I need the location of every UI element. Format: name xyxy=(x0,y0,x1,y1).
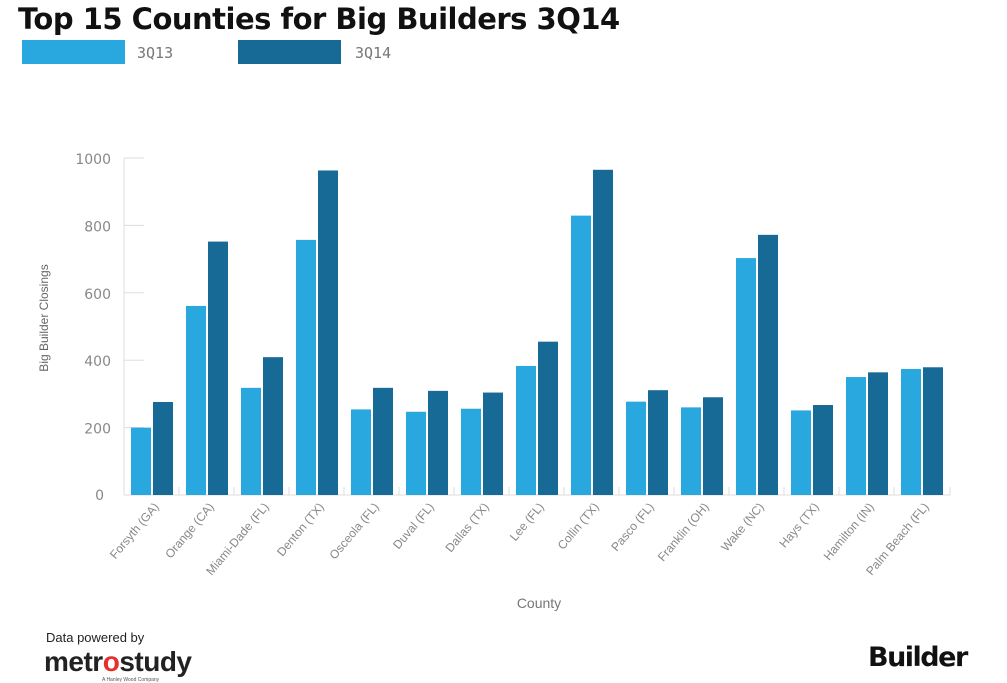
bar-3q13-9 xyxy=(626,401,646,495)
x-tick-label: Collin (TX) xyxy=(555,500,602,552)
bar-3q14-8 xyxy=(593,169,613,496)
y-tick-label: 800 xyxy=(84,219,111,235)
bar-3q13-14 xyxy=(901,368,921,495)
bar-3q13-11 xyxy=(736,258,756,495)
bar-3q13-4 xyxy=(351,409,371,495)
x-tick-label: Denton (TX) xyxy=(274,500,327,559)
bar-3q14-6 xyxy=(483,392,503,495)
metrostudy-logo: metrostudy xyxy=(44,646,192,677)
bar-3q14-14 xyxy=(923,367,943,495)
legend-label-3q13: 3Q13 xyxy=(137,44,174,62)
x-tick-label: Dallas (TX) xyxy=(442,500,491,555)
bar-3q13-3 xyxy=(296,239,316,495)
legend-swatch-3q14 xyxy=(238,40,341,64)
y-tick-label: 600 xyxy=(84,287,111,303)
y-tick-label: 200 xyxy=(84,422,111,438)
legend-swatch-3q13 xyxy=(22,40,125,64)
chart-title: Top 15 Counties for Big Builders 3Q14 xyxy=(18,2,620,36)
data-credit: Data powered by xyxy=(46,630,145,645)
legend-label-3q14: 3Q14 xyxy=(355,44,392,62)
bar-3q13-10 xyxy=(681,407,701,495)
x-tick-label: Hamilton (IN) xyxy=(821,500,877,563)
y-tick-label: 1000 xyxy=(75,152,111,168)
x-tick-label: Pasco (FL) xyxy=(608,500,656,554)
x-tick-label: Lee (FL) xyxy=(507,500,547,544)
bar-3q14-4 xyxy=(373,387,393,495)
bar-3q13-1 xyxy=(186,305,206,495)
bar-3q13-7 xyxy=(516,365,536,495)
builder-logo: Builder xyxy=(868,642,968,673)
bar-3q14-3 xyxy=(318,170,338,495)
x-tick-label: Forsyth (GA) xyxy=(107,500,162,562)
x-tick-label: Franklin (OH) xyxy=(655,500,712,564)
bar-3q14-0 xyxy=(153,401,173,495)
bar-3q14-11 xyxy=(758,234,778,495)
y-tick-label: 0 xyxy=(95,488,104,504)
bar-3q13-8 xyxy=(571,215,591,495)
bar-3q13-0 xyxy=(131,427,151,495)
x-axis-title: County xyxy=(517,595,561,611)
bar-3q13-13 xyxy=(846,377,866,495)
y-axis-title: Big Builder Closings xyxy=(37,264,51,371)
x-tick-label: Orange (CA) xyxy=(162,500,216,561)
x-tick-label: Duval (FL) xyxy=(390,500,437,552)
x-tick-label: Hays (TX) xyxy=(776,500,821,550)
bar-3q14-10 xyxy=(703,397,723,495)
bar-3q14-2 xyxy=(263,357,283,495)
bar-3q14-9 xyxy=(648,390,668,495)
bar-3q14-13 xyxy=(868,372,888,495)
bar-3q14-5 xyxy=(428,390,448,495)
bar-3q13-2 xyxy=(241,387,261,495)
bar-3q13-12 xyxy=(791,410,811,495)
y-tick-label: 400 xyxy=(84,354,111,370)
bar-3q13-6 xyxy=(461,408,481,495)
bar-3q13-5 xyxy=(406,411,426,495)
bar-3q14-12 xyxy=(813,405,833,495)
metrostudy-subtitle: A Hanley Wood Company xyxy=(102,677,160,683)
x-tick-label: Wake (NC) xyxy=(718,500,767,554)
x-tick-label: Osceola (FL) xyxy=(326,500,381,562)
bar-3q14-7 xyxy=(538,341,558,495)
bar-3q14-1 xyxy=(208,241,228,495)
